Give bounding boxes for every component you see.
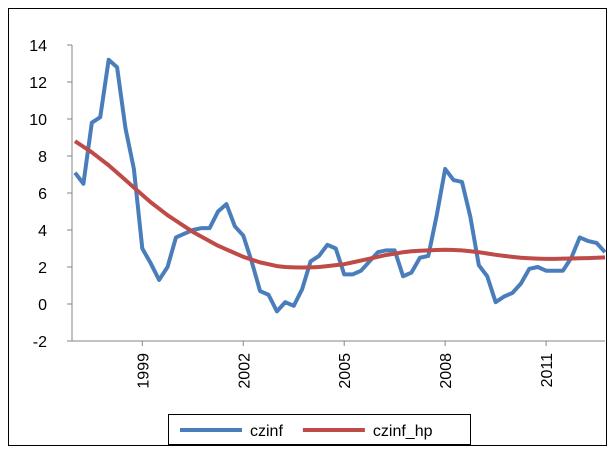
legend-label: czinf [250, 423, 283, 440]
y-tick-label: -2 [33, 334, 47, 351]
y-tick-label: 4 [38, 223, 47, 240]
y-tick-label: 8 [38, 149, 47, 166]
x-tick-label: 2005 [337, 353, 354, 389]
chart-border [8, 8, 607, 446]
y-tick-label: 6 [38, 186, 47, 203]
series-line [73, 139, 606, 270]
y-tick-label: 0 [38, 297, 47, 314]
x-tick-label: 2002 [236, 353, 253, 389]
series-line [73, 57, 607, 314]
y-tick-label: 10 [29, 112, 47, 129]
legend-label: czinf_hp [373, 423, 433, 440]
x-tick-label: 2008 [438, 353, 455, 389]
y-tick-label: 12 [29, 75, 47, 92]
y-tick-label: 14 [29, 38, 47, 55]
y-tick-label: 2 [38, 260, 47, 277]
x-tick-label: 1999 [135, 353, 152, 389]
x-tick-label: 2011 [539, 353, 556, 388]
